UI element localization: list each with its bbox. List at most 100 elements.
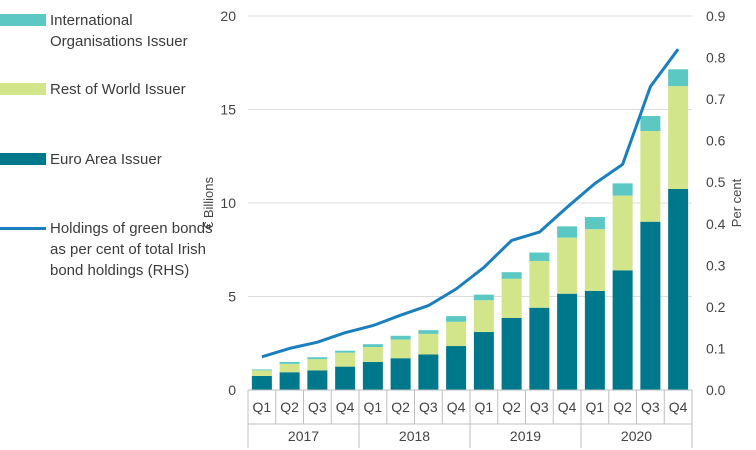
legend-label-rest-of-world: Rest of World Issuer [50, 81, 186, 98]
bar-segment-rest-of-world [446, 321, 467, 347]
year-label: 2017 [288, 428, 319, 444]
x-tick-label: Q1 [364, 399, 383, 415]
x-tick-label: Q1 [253, 399, 272, 415]
bar-segment-euro-area [362, 361, 383, 390]
bar-segment-euro-area [584, 290, 605, 390]
y2-tick-label: 0.7 [706, 91, 726, 107]
bar-segment-international [390, 335, 411, 340]
bar-segment-rest-of-world [335, 352, 356, 367]
legend: International Organisations Issuer Rest … [0, 0, 220, 450]
y2-axis-title: Per cent [729, 178, 744, 227]
x-tick-label: Q3 [641, 399, 660, 415]
x-tick-label: Q2 [280, 399, 299, 415]
year-label: 2020 [621, 428, 652, 444]
legend-swatch-rest-of-world [0, 83, 46, 95]
bar-segment-rest-of-world [557, 237, 578, 294]
y2-tick-label: 0.1 [706, 340, 726, 356]
bar-segment-international [446, 316, 467, 322]
bar-segment-euro-area [279, 372, 300, 390]
legend-item-rest-of-world: Rest of World Issuer [0, 79, 220, 100]
legend-label-international: International Organisations Issuer [50, 12, 188, 50]
legend-label-holdings: Holdings of green bonds as per cent of t… [50, 220, 213, 279]
bar-segment-international [307, 357, 328, 360]
bar-segment-rest-of-world [640, 131, 661, 222]
bar-segment-euro-area [390, 358, 411, 390]
bar-segment-international [279, 361, 300, 364]
x-tick-label: Q4 [336, 399, 355, 415]
y2-tick-label: 0.4 [706, 216, 726, 232]
bar-segment-international [557, 226, 578, 238]
y2-tick-label: 0.3 [706, 257, 726, 273]
bar-segment-international [501, 272, 522, 279]
bar-segment-rest-of-world [612, 195, 633, 271]
x-tick-label: Q3 [419, 399, 438, 415]
legend-item-euro-area: Euro Area Issuer [0, 149, 220, 170]
bar-segment-international [529, 252, 550, 261]
bar-segment-rest-of-world [307, 359, 328, 371]
y2-tick-label: 0.9 [706, 8, 726, 24]
y-tick-label: 5 [228, 289, 236, 305]
bar-segment-rest-of-world [584, 229, 605, 291]
legend-item-international: International Organisations Issuer [0, 10, 220, 52]
legend-label-euro-area: Euro Area Issuer [50, 151, 162, 168]
legend-swatch-international [0, 14, 46, 26]
bar-segment-international [251, 369, 272, 371]
y2-tick-label: 0.2 [706, 299, 726, 315]
bar-segment-international [668, 69, 689, 87]
bar-segment-euro-area [446, 346, 467, 390]
bar-segment-rest-of-world [668, 86, 689, 189]
x-tick-label: Q3 [308, 399, 327, 415]
bar-segment-international [418, 330, 439, 334]
bar-segment-euro-area [418, 354, 439, 390]
bar-segment-international [335, 350, 356, 353]
legend-item-holdings-line: Holdings of green bonds as per cent of t… [0, 218, 220, 281]
bar-segment-rest-of-world [529, 260, 550, 308]
x-tick-label: Q4 [447, 399, 466, 415]
bar-segment-euro-area [529, 307, 550, 390]
bar-segment-international [473, 294, 494, 301]
bar-segment-international [584, 217, 605, 230]
legend-swatch-euro-area [0, 153, 46, 165]
y2-tick-label: 0.5 [706, 174, 726, 190]
bar-segment-international [612, 183, 633, 196]
y-tick-label: 15 [220, 102, 236, 118]
bar-segment-rest-of-world [362, 346, 383, 362]
x-tick-label: Q2 [391, 399, 410, 415]
y2-tick-label: 0.0 [706, 382, 726, 398]
bar-segment-rest-of-world [473, 300, 494, 333]
x-tick-label: Q1 [475, 399, 494, 415]
bar-segment-rest-of-world [501, 278, 522, 319]
y-axis-title: € Billions [201, 176, 216, 229]
bar-segment-rest-of-world [418, 333, 439, 355]
y-tick-label: 10 [220, 195, 236, 211]
bar-segment-euro-area [557, 293, 578, 390]
year-label: 2018 [399, 428, 430, 444]
y2-tick-label: 0.6 [706, 133, 726, 149]
bar-segment-euro-area [251, 375, 272, 390]
bar-segment-euro-area [473, 332, 494, 390]
x-tick-label: Q1 [586, 399, 605, 415]
y-tick-label: 20 [220, 8, 236, 24]
x-tick-label: Q2 [613, 399, 632, 415]
holdings-line [261, 48, 680, 359]
bar-segment-euro-area [668, 188, 689, 390]
bar-segment-euro-area [335, 366, 356, 390]
x-tick-label: Q4 [558, 399, 577, 415]
y-tick-label: 0 [228, 382, 236, 398]
bar-segment-euro-area [640, 221, 661, 390]
x-tick-label: Q2 [502, 399, 521, 415]
bar-segment-rest-of-world [390, 339, 411, 359]
bar-segment-rest-of-world [279, 363, 300, 373]
legend-line-holdings [0, 227, 46, 230]
y2-tick-label: 0.8 [706, 50, 726, 66]
bar-segment-international [640, 116, 661, 132]
year-label: 2019 [510, 428, 541, 444]
bar-segment-rest-of-world [251, 370, 272, 376]
bar-segment-euro-area [612, 270, 633, 390]
x-tick-label: Q4 [669, 399, 688, 415]
bar-segment-international [362, 344, 383, 347]
bar-segment-euro-area [307, 370, 328, 390]
bar-segment-euro-area [501, 318, 522, 390]
x-tick-label: Q3 [530, 399, 549, 415]
